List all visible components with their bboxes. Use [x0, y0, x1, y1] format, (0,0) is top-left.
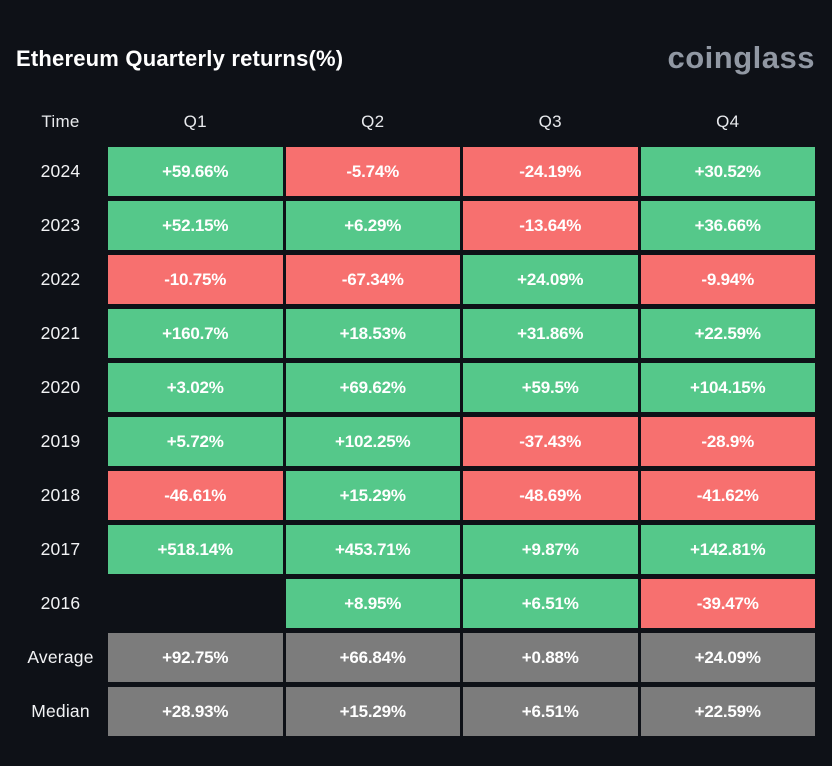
row-label-2019: 2019 [40, 431, 81, 451]
cell-2018-q2: +15.29% [285, 471, 460, 520]
cell-2023-q3: -13.64% [463, 201, 638, 250]
row-label-2023: 2023 [40, 215, 81, 235]
row-label-2022: 2022 [40, 269, 81, 289]
cell-average-q3: +0.88% [463, 633, 638, 682]
cell-average-q4: +24.09% [640, 633, 815, 682]
cell-2017-q4: +142.81% [640, 525, 815, 574]
cell-2021-q3: +31.86% [463, 309, 638, 358]
cell-2021-q2: +18.53% [285, 309, 460, 358]
cell-2021-q1: +160.7% [108, 309, 283, 358]
cell-2024-q2: -5.74% [285, 147, 460, 196]
column-header-time: Time [41, 112, 80, 131]
cell-median-q3: +6.51% [463, 687, 638, 736]
cell-median-q2: +15.29% [285, 687, 460, 736]
cell-2020-q3: +59.5% [463, 363, 638, 412]
column-header-q2: Q2 [361, 112, 385, 131]
cell-2016-q4: -39.47% [640, 579, 815, 628]
page: Ethereum Quarterly returns(%) coinglass … [0, 0, 832, 736]
cell-2019-q1: +5.72% [108, 417, 283, 466]
cell-average-q2: +66.84% [285, 633, 460, 682]
cell-2019-q2: +102.25% [285, 417, 460, 466]
cell-2017-q3: +9.87% [463, 525, 638, 574]
row-label-median: Median [31, 701, 90, 721]
column-header-q4: Q4 [716, 112, 740, 131]
cell-2019-q4: -28.9% [640, 417, 815, 466]
row-label-2020: 2020 [40, 377, 81, 397]
row-label-2021: 2021 [40, 323, 81, 343]
cell-2018-q1: -46.61% [108, 471, 283, 520]
cell-2017-q2: +453.71% [285, 525, 460, 574]
row-label-2024: 2024 [40, 161, 81, 181]
row-label-2016: 2016 [40, 593, 81, 613]
cell-2023-q1: +52.15% [108, 201, 283, 250]
coinglass-logo: coinglass [667, 39, 815, 75]
cell-2021-q4: +22.59% [640, 309, 815, 358]
row-label-average: Average [27, 647, 94, 667]
cell-2016-q1 [108, 579, 283, 628]
cell-2020-q4: +104.15% [640, 363, 815, 412]
cell-2022-q1: -10.75% [108, 255, 283, 304]
cell-2019-q3: -37.43% [463, 417, 638, 466]
cell-2018-q4: -41.62% [640, 471, 815, 520]
cell-average-q1: +92.75% [108, 633, 283, 682]
row-label-2017: 2017 [40, 539, 81, 559]
row-label-2018: 2018 [40, 485, 81, 505]
cell-2024-q3: -24.19% [463, 147, 638, 196]
column-header-q3: Q3 [538, 112, 562, 131]
returns-table: Time Q1 Q2 Q3 Q4 2024 +59.66% -5.74% -24.19% +30.… [16, 102, 815, 736]
cell-2024-q1: +59.66% [108, 147, 283, 196]
cell-2016-q2: +8.95% [285, 579, 460, 628]
cell-2016-q3: +6.51% [463, 579, 638, 628]
page-title: Ethereum Quarterly returns(%) [16, 45, 344, 71]
cell-2022-q4: -9.94% [640, 255, 815, 304]
column-header-q1: Q1 [183, 112, 207, 131]
cell-2018-q3: -48.69% [463, 471, 638, 520]
cell-2023-q4: +36.66% [640, 201, 815, 250]
cell-median-q1: +28.93% [108, 687, 283, 736]
cell-2017-q1: +518.14% [108, 525, 283, 574]
cell-2023-q2: +6.29% [285, 201, 460, 250]
topbar: Ethereum Quarterly returns(%) coinglass [0, 0, 832, 72]
cell-2024-q4: +30.52% [640, 147, 815, 196]
cell-2020-q2: +69.62% [285, 363, 460, 412]
cell-2020-q1: +3.02% [108, 363, 283, 412]
cell-2022-q2: -67.34% [285, 255, 460, 304]
cell-median-q4: +22.59% [640, 687, 815, 736]
cell-2022-q3: +24.09% [463, 255, 638, 304]
